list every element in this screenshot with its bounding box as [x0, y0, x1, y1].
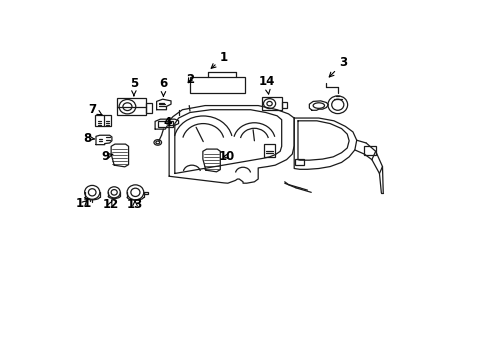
Bar [364, 146, 375, 156]
Text: 11: 11 [76, 197, 92, 210]
Text: 5: 5 [129, 77, 138, 96]
Bar [189, 77, 244, 93]
Text: 6: 6 [159, 77, 167, 96]
Bar [281, 102, 286, 108]
Bar [145, 103, 152, 113]
Text: 1: 1 [211, 50, 228, 68]
Bar [117, 98, 145, 115]
Text: 9: 9 [102, 150, 113, 163]
Text: 13: 13 [127, 198, 143, 211]
Bar [264, 144, 275, 157]
Text: 2: 2 [185, 73, 194, 86]
Bar [143, 192, 148, 194]
Bar [262, 97, 281, 110]
Bar [295, 159, 303, 165]
Text: 4: 4 [163, 116, 172, 129]
Text: 14: 14 [258, 75, 274, 94]
Text: 8: 8 [82, 131, 94, 144]
Bar [95, 115, 111, 126]
Text: 12: 12 [102, 198, 118, 211]
Text: 3: 3 [328, 56, 347, 77]
Bar [158, 121, 173, 127]
Text: 10: 10 [219, 150, 235, 163]
Text: 7: 7 [88, 103, 102, 116]
